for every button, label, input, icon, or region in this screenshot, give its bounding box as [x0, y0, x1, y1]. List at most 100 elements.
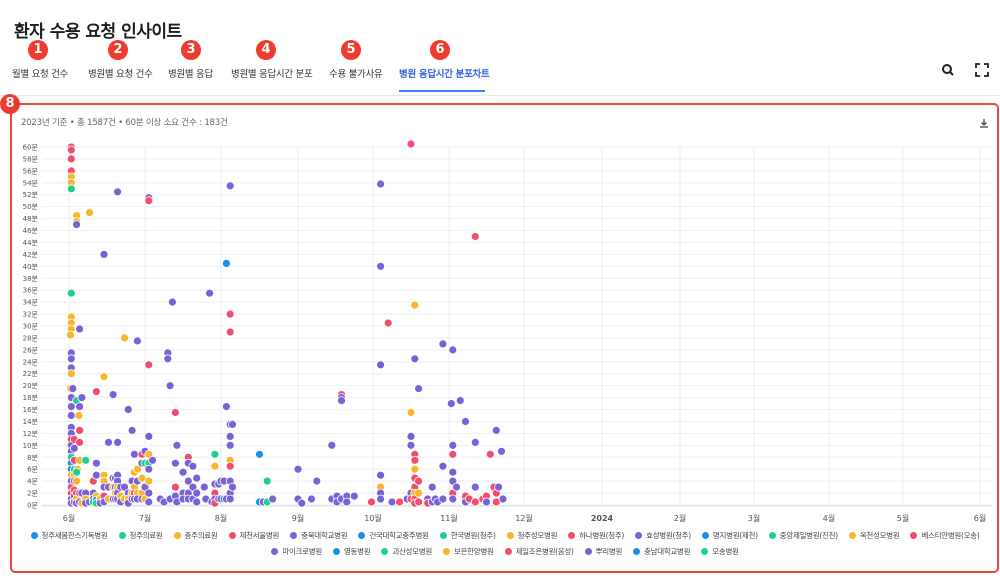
data-point[interactable]	[376, 179, 386, 189]
data-point[interactable]	[470, 437, 480, 447]
legend-item[interactable]: 뿌리병원	[584, 546, 622, 557]
data-point[interactable]	[406, 139, 416, 149]
data-point[interactable]	[210, 449, 220, 459]
data-point[interactable]	[427, 482, 437, 492]
legend-item[interactable]: 청주성모병원	[506, 530, 557, 541]
data-point[interactable]	[410, 300, 420, 310]
data-point[interactable]	[482, 497, 491, 507]
legend-item[interactable]: 청주새봄한스기독병원	[30, 530, 108, 541]
legend-item[interactable]: 괴산성모병원	[381, 546, 432, 557]
tab-response-time-distribution[interactable]: 4 병원별 응답시간 분포	[231, 40, 313, 96]
data-point[interactable]	[293, 464, 303, 474]
data-point[interactable]	[69, 443, 79, 453]
legend-item[interactable]: 충주의료원	[173, 530, 218, 541]
data-point[interactable]	[307, 494, 316, 504]
data-point[interactable]	[406, 440, 416, 450]
data-point[interactable]	[205, 288, 215, 298]
legend-item[interactable]: 보은한양병원	[442, 546, 494, 557]
legend-item[interactable]: 오송병원	[701, 546, 739, 557]
data-point[interactable]	[170, 408, 180, 417]
data-point[interactable]	[349, 491, 359, 501]
data-point[interactable]	[414, 384, 424, 394]
data-point[interactable]	[144, 497, 154, 507]
data-point[interactable]	[367, 497, 376, 507]
data-point[interactable]	[470, 497, 480, 507]
data-point[interactable]	[129, 449, 139, 459]
data-point[interactable]	[470, 232, 480, 241]
search-icon[interactable]	[940, 62, 956, 78]
tab-hospital-requests[interactable]: 2 병원별 요청 건수	[88, 40, 160, 96]
data-point[interactable]	[108, 390, 118, 400]
data-point[interactable]	[75, 437, 84, 447]
data-point[interactable]	[438, 461, 448, 471]
data-point[interactable]	[66, 288, 76, 298]
data-point[interactable]	[113, 437, 122, 447]
legend-item[interactable]: 영동병원	[332, 546, 371, 557]
data-point[interactable]	[74, 411, 84, 420]
data-point[interactable]	[225, 494, 235, 504]
data-point[interactable]	[221, 258, 231, 268]
data-point[interactable]	[192, 473, 202, 483]
data-point[interactable]	[199, 482, 209, 492]
data-point[interactable]	[144, 464, 154, 474]
data-point[interactable]	[446, 399, 456, 409]
data-point[interactable]	[438, 494, 448, 504]
data-point[interactable]	[92, 470, 101, 480]
data-point[interactable]	[183, 476, 193, 486]
data-point[interactable]	[66, 154, 76, 164]
data-point[interactable]	[165, 381, 175, 391]
data-point[interactable]	[255, 449, 264, 459]
data-point[interactable]	[410, 464, 420, 474]
data-point[interactable]	[72, 220, 81, 230]
data-point[interactable]	[262, 476, 272, 486]
data-point[interactable]	[68, 384, 78, 394]
tab-hospital-response[interactable]: 3 병원별 응답	[168, 40, 218, 96]
data-point[interactable]	[228, 419, 237, 429]
data-point[interactable]	[178, 467, 188, 477]
legend-item[interactable]: 충남대학교병원	[633, 546, 691, 557]
legend-item[interactable]: 한국병원(청주)	[439, 530, 496, 541]
data-point[interactable]	[383, 318, 393, 328]
data-point[interactable]	[188, 461, 198, 471]
data-point[interactable]	[225, 309, 235, 319]
data-point[interactable]	[66, 354, 76, 364]
data-point[interactable]	[92, 387, 101, 397]
data-point[interactable]	[167, 297, 177, 307]
tab-monthly-requests[interactable]: 1 월별 요청 건수	[12, 40, 82, 96]
data-point[interactable]	[99, 249, 109, 259]
legend-item[interactable]: 명지병원(제천)	[701, 530, 758, 541]
data-point[interactable]	[66, 411, 76, 420]
data-point[interactable]	[210, 461, 220, 471]
data-point[interactable]	[438, 339, 448, 349]
data-point[interactable]	[327, 440, 337, 450]
data-point[interactable]	[225, 440, 235, 450]
data-point[interactable]	[85, 208, 94, 218]
data-point[interactable]	[92, 458, 101, 468]
fullscreen-icon[interactable]	[974, 62, 990, 78]
data-point[interactable]	[410, 354, 420, 364]
data-point[interactable]	[406, 431, 416, 441]
data-point[interactable]	[75, 402, 84, 412]
legend-item[interactable]: 마이크로병원	[271, 546, 322, 557]
data-point[interactable]	[448, 494, 458, 504]
data-point[interactable]	[144, 431, 154, 441]
data-point[interactable]	[120, 333, 129, 343]
data-point[interactable]	[99, 372, 109, 382]
data-point[interactable]	[77, 393, 87, 403]
data-point[interactable]	[75, 425, 84, 435]
data-point[interactable]	[192, 488, 202, 498]
data-point[interactable]	[485, 449, 495, 459]
data-point[interactable]	[170, 482, 180, 492]
legend-item[interactable]: 하나병원(청주)	[568, 530, 624, 541]
legend-item[interactable]: 제천서울병원	[228, 530, 279, 541]
legend-item[interactable]: 제일조은병원(음성)	[504, 546, 574, 557]
data-point[interactable]	[225, 181, 235, 191]
data-point[interactable]	[387, 497, 397, 507]
data-point[interactable]	[225, 431, 235, 441]
data-point[interactable]	[494, 482, 503, 492]
data-point[interactable]	[452, 482, 461, 492]
data-point[interactable]	[491, 425, 501, 435]
data-point[interactable]	[497, 446, 506, 456]
data-point[interactable]	[455, 396, 465, 406]
tab-rejection-reasons[interactable]: 5 수용 불가사유	[329, 40, 383, 96]
